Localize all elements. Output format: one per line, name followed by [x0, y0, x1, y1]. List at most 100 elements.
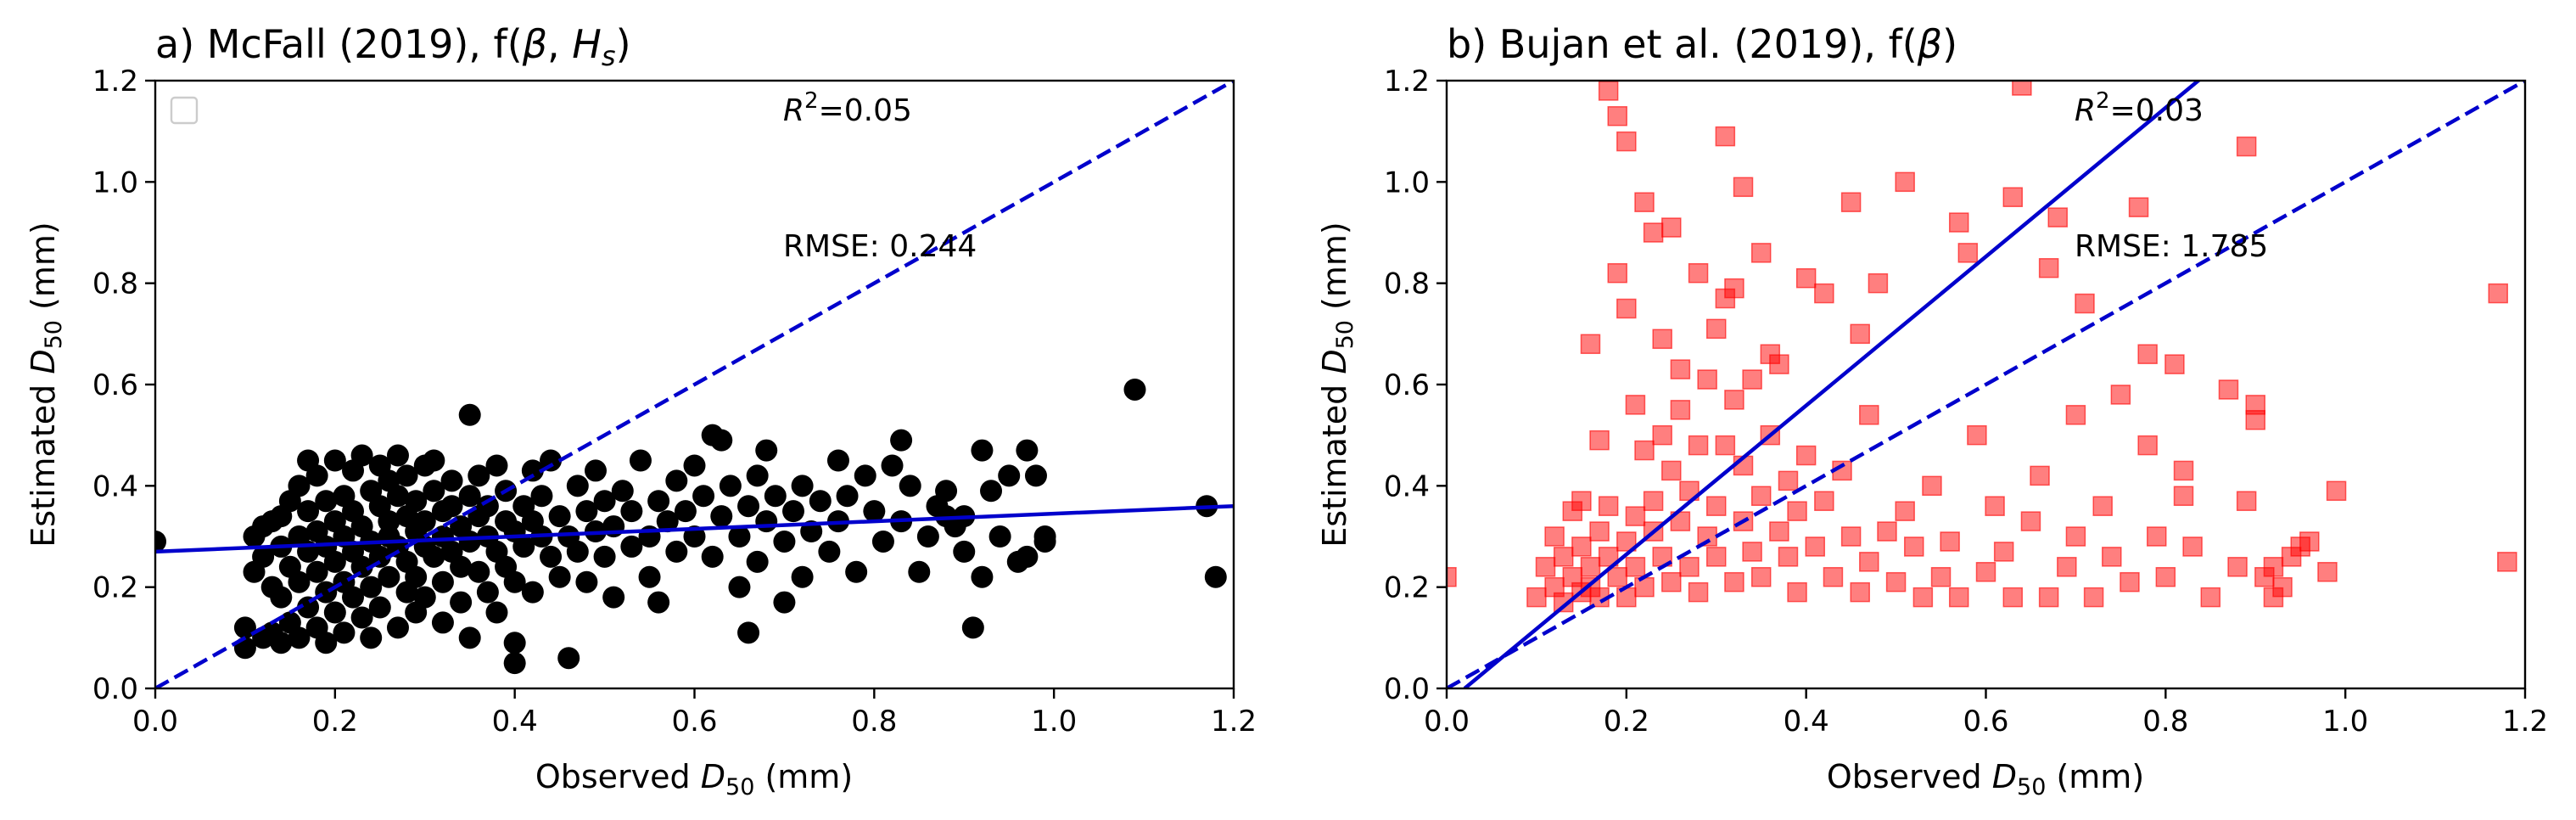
panel-a-point-14	[270, 632, 293, 654]
panel-a-point-197	[1016, 439, 1039, 462]
panel-b-point-144	[2272, 576, 2293, 598]
panel-b-point-96	[1904, 536, 1924, 557]
panel-b-y-tick-label: 0.4	[1384, 469, 1430, 503]
panel-a-point-12	[270, 586, 293, 609]
panel-b-point-78	[1795, 267, 1817, 289]
panel-a-point-135	[620, 535, 643, 558]
panel-a-point-56	[368, 545, 391, 568]
panel-a-point-142	[656, 510, 679, 533]
panel-a-x-tick-label: 0.6	[671, 705, 717, 739]
panel-a-point-97	[468, 464, 490, 487]
panel-a-point-57	[368, 596, 391, 619]
panel-b-point-114	[2038, 587, 2059, 608]
panel-b-point-63	[1733, 177, 1754, 198]
panel-b-point-54	[1706, 496, 1727, 516]
panel-b-point-85	[1840, 192, 1862, 212]
panel-b-points	[1447, 81, 2517, 613]
panel-a-point-58	[378, 510, 400, 533]
panel-b-point-108	[2002, 187, 2024, 207]
panel-a-point-109	[503, 652, 526, 675]
panel-a-point-63	[386, 485, 409, 508]
panel-a-point-112	[512, 535, 535, 558]
panel-a-point-73	[405, 565, 428, 588]
panel-b-point-110	[2012, 81, 2032, 96]
panel-b-point-66	[1742, 369, 1762, 390]
panel-a-point-181	[899, 475, 921, 497]
panel-b-point-94	[1895, 171, 1915, 193]
panel-a-point-48	[350, 606, 373, 629]
panel-b-point-4	[1544, 526, 1565, 547]
panel-b-point-140	[2245, 410, 2265, 430]
panel-a-point-119	[540, 449, 563, 472]
panel-b-y-tick-label: 0.8	[1384, 267, 1430, 301]
panel-b-point-35	[1643, 222, 1664, 243]
panel-a-point-163	[773, 530, 796, 553]
panel-b-point-130	[2164, 354, 2185, 374]
panel-a-point-165	[782, 500, 805, 523]
panel-b-point-18	[1598, 547, 1619, 567]
panel-b-point-60	[1724, 278, 1744, 299]
panel-b-point-135	[2218, 379, 2239, 400]
panel-a-point-35	[323, 449, 346, 472]
panel-b-point-10	[1571, 536, 1592, 557]
panel-b-point-93	[1885, 571, 1907, 593]
panel-b-point-95	[1895, 501, 1915, 521]
panel-a-y-tick-label: 0.0	[92, 672, 138, 706]
panel-a-point-108	[503, 632, 526, 654]
panel-a-point-161	[755, 510, 778, 533]
panel-b-point-22	[1607, 262, 1627, 284]
panel-b-x-axis-label: Observed D50 (mm)	[1827, 758, 2144, 800]
panel-a-plot-area	[155, 81, 1234, 688]
panel-a-point-202	[1123, 378, 1146, 401]
panel-b-point-13	[1580, 334, 1601, 355]
panel-a-point-125	[566, 540, 589, 563]
panel-a-point-190	[961, 616, 984, 639]
panel-a-point-130	[593, 545, 616, 568]
panel-a-point-118	[540, 545, 563, 568]
panel-a-point-204	[1204, 565, 1227, 588]
panel-b-point-77	[1787, 581, 1807, 603]
panel-b-point-0	[1447, 566, 1457, 587]
panel-a-point-113	[521, 459, 544, 482]
panel-b-point-98	[1922, 475, 1942, 497]
panel-a-point-173	[836, 485, 859, 508]
panel-a-r2-annotation: R2=0.05	[783, 88, 912, 128]
panel-b-point-115	[2047, 207, 2068, 227]
panel-a-points	[155, 378, 1227, 675]
panel-a-point-85	[440, 469, 463, 492]
panel-b-point-67	[1750, 486, 1772, 507]
panel-b-point-20	[1598, 81, 1619, 101]
panel-a-y-tick-label: 0.8	[92, 267, 138, 301]
panel-a-point-174	[845, 560, 868, 583]
panel-a-x-tick-label: 1.2	[1211, 705, 1257, 739]
panel-b-r2-annotation: R2=0.03	[2075, 88, 2204, 128]
panel-a-point-154	[728, 525, 751, 548]
panel-a-point-96	[468, 560, 490, 583]
panel-b-point-49	[1688, 262, 1709, 284]
panel-a-point-53	[360, 626, 383, 649]
panel-b-point-21	[1607, 566, 1627, 587]
panel-a-point-102	[485, 454, 508, 477]
panel-b-point-125	[2128, 197, 2149, 217]
panel-a-point-124	[566, 475, 589, 497]
panel-a-point-201	[1033, 530, 1056, 553]
panel-b-point-118	[2065, 526, 2086, 547]
panel-a-point-94	[458, 626, 481, 649]
panel-b-point-117	[2065, 405, 2086, 425]
panel-b-y-tick-label: 0.6	[1384, 368, 1430, 402]
panel-b-point-59	[1724, 571, 1744, 593]
panel-b-point-151	[2497, 552, 2517, 572]
panel-a-point-151	[710, 429, 733, 452]
panel-a-rmse-annotation: RMSE: 0.244	[783, 229, 977, 264]
panel-b-point-87	[1850, 581, 1870, 603]
panel-a-point-177	[871, 530, 894, 553]
panel-a-point-140	[647, 490, 670, 513]
panel-a-point-153	[719, 475, 742, 497]
panel-b-point-79	[1795, 445, 1817, 466]
panel-a-point-164	[773, 591, 796, 614]
panel-a-x-ticks: 0.0 0.2 0.4 0.6 0.8 1.0 1.2	[132, 688, 1257, 739]
panel-b-point-61	[1724, 390, 1744, 410]
panel-b-point-80	[1805, 536, 1826, 557]
panel-b-point-57	[1715, 126, 1736, 147]
panel-a-point-188	[953, 540, 976, 563]
